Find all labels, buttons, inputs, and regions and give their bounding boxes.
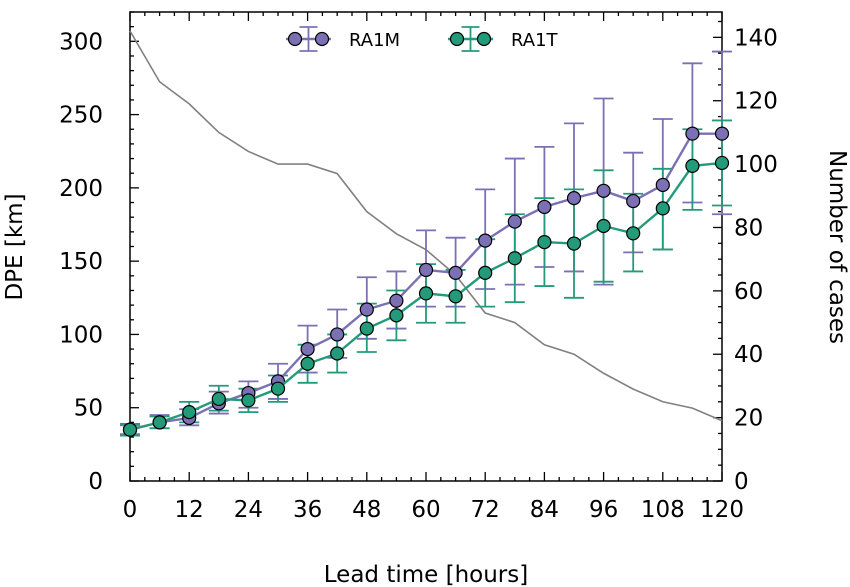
y2-tick-label: 40 (734, 342, 763, 368)
data-point-ra1t (507, 251, 522, 266)
x-tick-label: 72 (471, 497, 500, 523)
data-point-ra1m (655, 177, 670, 193)
x-tick-label: 48 (352, 497, 381, 523)
y-tick-label: 50 (74, 396, 103, 422)
x-tick-label: 12 (175, 497, 204, 523)
y2-tick-label: 100 (734, 152, 778, 178)
x-tick-label: 108 (641, 497, 685, 523)
data-point-ra1m (714, 126, 730, 141)
legend-label-ra1m: RA1M (349, 30, 400, 51)
y-tick-label: 300 (59, 29, 103, 55)
data-point-ra1m (389, 293, 404, 308)
x-tick-label: 120 (700, 497, 744, 523)
data-point-ra1t (211, 391, 226, 407)
data-point-ra1t (655, 201, 670, 216)
data-point-ra1t (122, 422, 138, 437)
legend-marker-ra1m (314, 31, 330, 47)
y2-axis-title: Number of cases (824, 150, 850, 344)
x-tick-label: 60 (411, 497, 440, 523)
data-point-ra1m (685, 126, 700, 141)
data-point-ra1t (626, 226, 641, 241)
y2-tick-label: 0 (734, 469, 749, 495)
x-tick-label: 0 (123, 497, 138, 523)
data-point-ra1m (537, 199, 552, 215)
data-point-ra1m (359, 302, 374, 317)
data-point-ra1t (596, 218, 611, 234)
data-point-ra1t (241, 393, 256, 408)
data-point-ra1t (330, 346, 345, 361)
data-point-ra1t (448, 289, 463, 304)
x-tick-label: 84 (530, 497, 559, 523)
y-axis-title: DPE [km] (2, 193, 28, 300)
plot-area: 0 12 24 36 48 60 72 84 96 108 12005010015020025030… (59, 11, 778, 523)
data-point-ra1m (330, 327, 345, 342)
x-axis-title: Lead time [hours] (324, 562, 528, 587)
y-tick-label: 0 (88, 469, 103, 495)
data-point-ra1t (418, 286, 434, 301)
y2-tick-label: 120 (734, 89, 778, 115)
data-point-ra1m (596, 183, 611, 198)
y2-tick-label: 60 (734, 279, 763, 305)
data-point-ra1t (182, 405, 197, 420)
data-point-ra1t (300, 356, 315, 371)
legend-label-ra1t: RA1T (511, 30, 559, 51)
data-point-ra1m (478, 233, 493, 248)
data-point-ra1t (152, 415, 167, 430)
data-point-ra1m (626, 193, 641, 209)
legend-marker-ra1t (476, 31, 492, 47)
data-point-ra1t (478, 265, 493, 280)
data-point-ra1m (418, 262, 434, 278)
legend-item-ra1t: RA1T (448, 26, 559, 52)
y-tick-label: 250 (59, 103, 103, 129)
data-point-ra1t (359, 321, 374, 336)
data-point-ra1m (507, 214, 522, 229)
data-point-ra1m (300, 341, 315, 357)
y2-tick-label: 20 (734, 406, 763, 432)
y-tick-label: 200 (59, 176, 103, 202)
data-point-ra1m (566, 191, 582, 206)
data-point-ra1t (270, 381, 286, 396)
y2-tick-label: 80 (734, 215, 763, 241)
legend-item-ra1m: RA1M (286, 26, 400, 52)
data-point-ra1t (685, 158, 700, 173)
legend-marker-ra1m (287, 31, 303, 47)
x-tick-label: 24 (234, 497, 263, 523)
data-point-ra1m (448, 265, 463, 280)
y-tick-label: 150 (59, 249, 103, 275)
x-tick-label: 36 (293, 497, 322, 523)
y-tick-label: 100 (59, 322, 103, 348)
legend-marker-ra1t (449, 31, 465, 47)
data-point-ra1t (389, 308, 404, 323)
data-point-ra1t (566, 236, 582, 251)
y2-tick-label: 140 (734, 25, 778, 51)
x-tick-label: 96 (589, 497, 618, 523)
data-point-ra1t (714, 155, 730, 171)
data-point-ra1t (537, 235, 552, 250)
